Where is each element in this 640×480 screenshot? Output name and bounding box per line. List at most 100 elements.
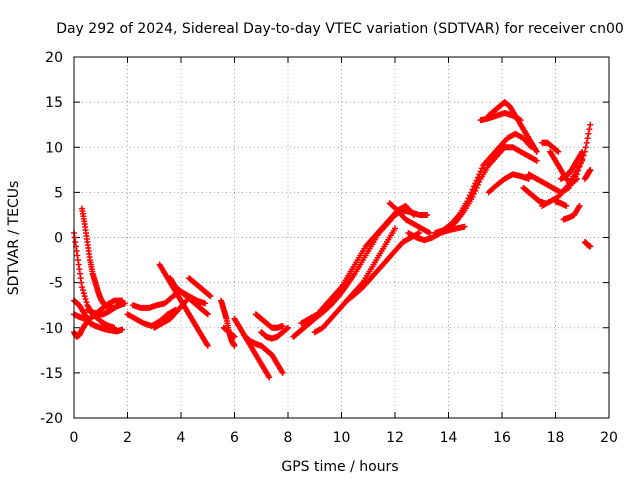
x-tick-label: 14 (440, 430, 458, 446)
series-arc-22 (343, 229, 423, 304)
y-tick-label: -5 (49, 276, 63, 292)
data-point (477, 168, 484, 175)
y-tick-label: 10 (45, 140, 63, 156)
data-point (121, 300, 128, 307)
chart-title: Day 292 of 2024, Sidereal Day-to-day VTE… (56, 21, 624, 37)
data-point (207, 293, 214, 300)
data-point (206, 292, 213, 299)
data-point (424, 211, 431, 218)
x-tick-label: 10 (333, 430, 351, 446)
series-arc-17 (252, 311, 286, 331)
data-point (81, 293, 88, 300)
data-point (478, 165, 485, 172)
x-axis-label: GPS time / hours (281, 459, 398, 475)
x-tick-label: 18 (547, 430, 565, 446)
data-point (573, 175, 580, 182)
data-point (555, 148, 562, 155)
y-axis-label: SDTVAR / TECUs (6, 181, 22, 296)
x-tick-label: 4 (177, 430, 186, 446)
data-point (517, 117, 524, 124)
x-tick-label: 0 (70, 430, 79, 446)
series-arc-11 (186, 275, 214, 300)
data-point (585, 130, 592, 137)
series-arc-21 (311, 225, 398, 336)
data-point (563, 202, 570, 209)
data-point (579, 157, 586, 164)
data-points (71, 99, 594, 381)
data-point (410, 211, 417, 218)
data-point (266, 374, 273, 381)
y-tick-label: -15 (40, 366, 63, 382)
series-arc-35 (557, 148, 586, 182)
series-arc-33 (539, 139, 562, 155)
data-point (579, 148, 586, 155)
data-point (587, 121, 594, 128)
data-point (476, 178, 483, 185)
data-point (202, 300, 209, 307)
data-point (533, 157, 540, 164)
series-arc-26 (445, 144, 540, 232)
data-point (587, 243, 594, 250)
data-point (576, 202, 583, 209)
series-arc-37 (581, 239, 594, 250)
data-point (203, 310, 210, 317)
series-arc-10 (167, 275, 211, 318)
series-arc-20 (298, 202, 417, 327)
data-point (573, 176, 580, 183)
data-point (392, 225, 398, 232)
series-arc-28 (477, 109, 524, 124)
y-tick-label: -10 (40, 321, 63, 337)
data-point (82, 296, 89, 303)
series-arc-02 (71, 297, 126, 335)
data-point (583, 139, 590, 146)
data-point (183, 297, 190, 304)
data-point (586, 126, 593, 133)
series-arc-39 (552, 198, 570, 209)
data-point (231, 333, 238, 340)
y-tick-label: 0 (54, 231, 63, 247)
x-tick-label: 12 (386, 430, 404, 446)
data-point (279, 369, 286, 376)
data-point (554, 148, 561, 155)
data-point (584, 135, 591, 142)
x-tick-label: 8 (284, 430, 293, 446)
series-arc-36 (560, 202, 583, 223)
y-tick-label: 20 (45, 50, 63, 66)
data-point (279, 322, 286, 329)
data-point (469, 193, 476, 200)
data-point (204, 342, 211, 349)
data-point (79, 284, 86, 291)
data-point (231, 342, 238, 349)
data-point (426, 229, 433, 236)
x-tick-label: 2 (123, 430, 132, 446)
series-arc-05 (71, 297, 126, 322)
data-point (119, 326, 126, 333)
series-arc-16 (239, 329, 273, 381)
data-point (473, 184, 480, 191)
data-point (474, 181, 481, 188)
series-arc-23 (386, 200, 433, 236)
y-tick-label: 15 (45, 95, 63, 111)
grid-lines (74, 57, 609, 418)
plot-frame (73, 56, 610, 419)
axis-ticks: 0 2 4 6 8 10 12 14 16 18 20 -20 -15 -10 -5 0 5 10 15 20 (40, 50, 618, 446)
data-point (416, 229, 423, 236)
data-point (582, 144, 589, 151)
data-point (470, 190, 477, 197)
data-point (80, 290, 87, 297)
series-arc-18 (258, 324, 291, 342)
data-point (83, 299, 90, 306)
y-tick-label: 5 (54, 185, 63, 201)
data-point (587, 166, 594, 173)
series-arc-12 (151, 297, 190, 331)
x-tick-label: 6 (230, 430, 239, 446)
data-point (79, 287, 86, 294)
x-tick-label: 16 (493, 430, 511, 446)
data-point (230, 333, 237, 340)
series-arc-07 (124, 306, 179, 329)
series-arc-04 (79, 205, 118, 311)
series-arc-03 (71, 320, 90, 340)
series-arc-38 (581, 166, 594, 182)
